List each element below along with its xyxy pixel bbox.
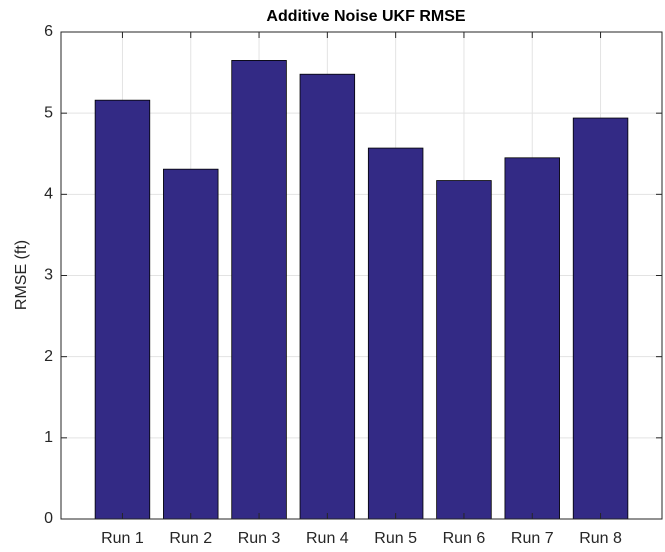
y-tick-label: 5 — [44, 104, 53, 121]
bar — [504, 157, 560, 520]
x-tick-label: Run 3 — [238, 530, 281, 547]
bar — [231, 60, 287, 520]
x-tick-label: Run 2 — [169, 530, 212, 547]
bar — [572, 117, 629, 520]
bar — [163, 168, 219, 520]
bar — [94, 99, 151, 520]
y-tick-label: 3 — [44, 267, 53, 284]
bar — [367, 147, 424, 520]
x-tick-label: Run 6 — [443, 530, 486, 547]
x-tick-label: Run 7 — [511, 530, 554, 547]
bar — [299, 73, 356, 520]
x-tick-label: Run 8 — [579, 530, 622, 547]
x-tick-label: Run 5 — [374, 530, 417, 547]
y-tick-label: 4 — [44, 186, 53, 203]
plot-frame — [60, 31, 663, 520]
y-axis-label: RMSE (ft) — [13, 240, 30, 310]
y-tick-label: 2 — [44, 348, 53, 365]
x-tick-label: Run 1 — [101, 530, 144, 547]
chart-title: Additive Noise UKF RMSE — [266, 8, 465, 25]
x-tick-label: Run 4 — [306, 530, 349, 547]
y-tick-label: 0 — [44, 510, 53, 527]
y-tick-label: 1 — [44, 429, 53, 446]
bar — [436, 180, 492, 520]
y-tick-label: 6 — [44, 23, 53, 40]
